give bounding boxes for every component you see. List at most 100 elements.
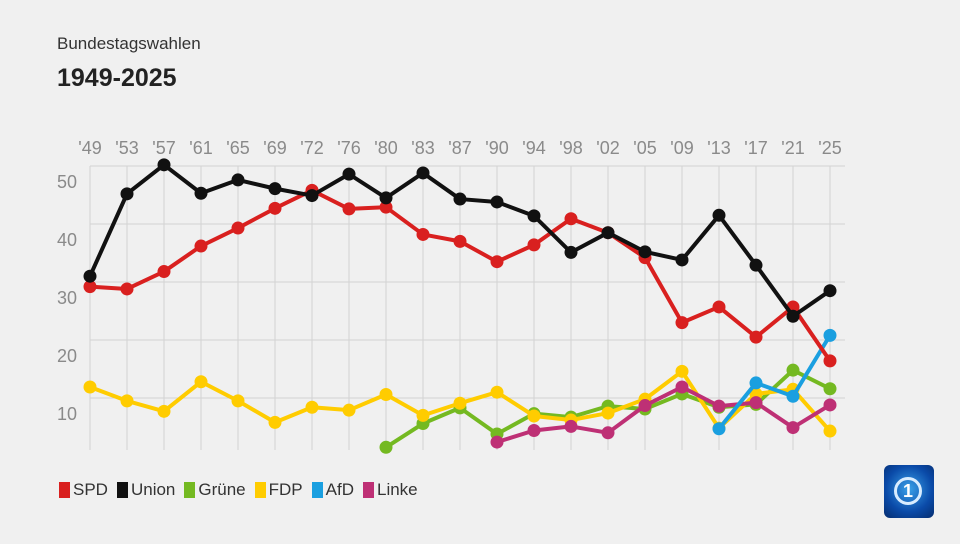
data-point-spd xyxy=(712,300,726,314)
x-tick-label: '98 xyxy=(559,138,582,158)
data-point-spd xyxy=(83,280,97,294)
data-point-fdp xyxy=(490,385,504,399)
data-point-grüne xyxy=(823,382,837,396)
legend-swatch xyxy=(184,482,196,498)
data-point-union xyxy=(342,167,356,181)
data-point-spd xyxy=(194,239,208,253)
series-line-afd xyxy=(717,334,832,430)
data-point-union xyxy=(231,173,245,187)
series-line-linke xyxy=(496,384,832,444)
data-point-grüne xyxy=(379,440,393,454)
data-point-linke xyxy=(601,426,615,440)
data-point-union xyxy=(157,158,171,172)
data-point-linke xyxy=(638,399,652,413)
data-point-spd xyxy=(823,354,837,368)
data-point-fdp xyxy=(601,406,615,420)
x-tick-label: '13 xyxy=(707,138,730,158)
y-tick-label: 30 xyxy=(57,288,77,308)
data-point-spd xyxy=(231,221,245,235)
x-tick-label: '57 xyxy=(152,138,175,158)
data-point-fdp xyxy=(823,424,837,438)
y-tick-label: 50 xyxy=(57,172,77,192)
legend-item-linke: Linke xyxy=(362,480,418,500)
data-point-afd xyxy=(823,328,837,342)
x-tick-label: '53 xyxy=(115,138,138,158)
data-point-union xyxy=(786,309,800,323)
legend-item-spd: SPD xyxy=(59,480,108,500)
y-tick-label: 40 xyxy=(57,230,77,250)
data-point-fdp xyxy=(231,394,245,408)
x-tick-label: '05 xyxy=(633,138,656,158)
chart-subtitle: Bundestagswahlen xyxy=(57,34,201,53)
legend-swatch xyxy=(311,482,323,498)
data-point-union xyxy=(712,208,726,222)
chart-title: 1949-2025 xyxy=(57,64,177,92)
data-point-linke xyxy=(749,396,763,410)
data-point-union xyxy=(83,269,97,283)
data-point-linke xyxy=(564,419,578,433)
data-point-spd xyxy=(416,227,430,241)
data-point-spd xyxy=(342,202,356,216)
x-tick-label: '80 xyxy=(374,138,397,158)
legend-label: Linke xyxy=(376,480,418,499)
y-tick-label: 10 xyxy=(57,404,77,424)
data-point-afd xyxy=(786,389,800,403)
legend-label: Union xyxy=(130,480,176,499)
x-tick-label: '94 xyxy=(522,138,545,158)
x-tick-label: '69 xyxy=(263,138,286,158)
x-tick-label: '90 xyxy=(485,138,508,158)
data-point-linke xyxy=(786,421,800,435)
data-point-linke xyxy=(712,399,726,413)
data-point-union xyxy=(823,284,837,298)
data-point-union xyxy=(601,226,615,240)
data-point-union xyxy=(453,192,467,206)
data-point-spd xyxy=(268,201,282,215)
x-tick-label: '17 xyxy=(744,138,767,158)
data-point-union xyxy=(749,258,763,272)
data-point-fdp xyxy=(120,394,134,408)
data-point-linke xyxy=(490,435,504,449)
data-point-fdp xyxy=(453,396,467,410)
x-tick-label: '83 xyxy=(411,138,434,158)
x-tick-label: '61 xyxy=(189,138,212,158)
data-point-union xyxy=(638,245,652,259)
legend-swatch xyxy=(59,482,70,498)
data-point-spd xyxy=(157,265,171,279)
data-point-fdp xyxy=(157,404,171,418)
x-tick-label: '65 xyxy=(226,138,249,158)
data-point-union xyxy=(675,253,689,267)
data-point-fdp xyxy=(194,375,208,389)
legend-item-grüne: Grüne xyxy=(184,480,246,500)
data-point-spd xyxy=(564,212,578,226)
legend-swatch xyxy=(254,482,266,498)
data-point-linke xyxy=(675,380,689,394)
x-tick-label: '21 xyxy=(781,138,804,158)
legend: SPD Union Grüne FDP AfD Linke xyxy=(59,480,418,500)
legend-swatch xyxy=(116,482,128,498)
x-tick-label: '49 xyxy=(78,138,101,158)
data-point-linke xyxy=(823,398,837,412)
data-point-fdp xyxy=(268,415,282,429)
data-point-spd xyxy=(490,255,504,269)
data-point-spd xyxy=(453,234,467,248)
data-point-fdp xyxy=(379,388,393,402)
legend-swatch xyxy=(362,482,374,498)
data-point-afd xyxy=(712,422,726,436)
data-point-union xyxy=(490,195,504,209)
legend-label: AfD xyxy=(325,480,354,499)
data-point-spd xyxy=(675,316,689,330)
legend-item-union: Union xyxy=(116,480,176,500)
legend-item-fdp: FDP xyxy=(254,480,303,500)
data-point-union xyxy=(194,186,208,200)
x-tick-label: '72 xyxy=(300,138,323,158)
data-point-union xyxy=(564,245,578,259)
y-tick-label: 20 xyxy=(57,346,77,366)
data-point-fdp xyxy=(527,409,541,423)
legend-item-afd: AfD xyxy=(311,480,354,500)
data-point-union xyxy=(305,189,319,203)
data-point-fdp xyxy=(342,403,356,417)
data-point-linke xyxy=(527,423,541,437)
data-point-union xyxy=(379,191,393,205)
